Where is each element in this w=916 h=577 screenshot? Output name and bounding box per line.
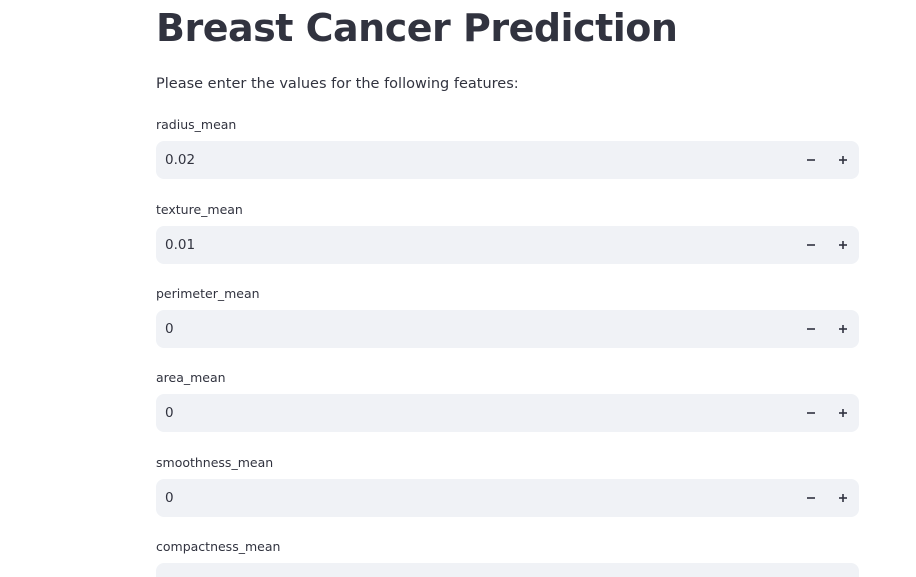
minus-icon <box>807 159 815 161</box>
field-label: smoothness_mean <box>156 455 274 470</box>
decrement-button[interactable] <box>795 141 827 179</box>
compactness-mean-input[interactable] <box>156 563 776 577</box>
increment-button[interactable] <box>827 310 859 348</box>
increment-button[interactable] <box>827 394 859 432</box>
increment-button[interactable] <box>827 141 859 179</box>
field-label: perimeter_mean <box>156 286 260 301</box>
plus-icon <box>839 325 847 333</box>
page-title: Breast Cancer Prediction <box>156 6 678 50</box>
number-input-container <box>156 394 859 432</box>
field-label: compactness_mean <box>156 539 281 554</box>
perimeter-mean-input[interactable] <box>156 310 776 348</box>
number-input-container <box>156 141 859 179</box>
field-label: area_mean <box>156 370 226 385</box>
decrement-button[interactable] <box>795 310 827 348</box>
decrement-button[interactable] <box>795 479 827 517</box>
texture-mean-input[interactable] <box>156 226 776 264</box>
decrement-button[interactable] <box>795 394 827 432</box>
decrement-button[interactable] <box>795 226 827 264</box>
smoothness-mean-input[interactable] <box>156 479 776 517</box>
plus-icon <box>839 156 847 164</box>
intro-text: Please enter the values for the followin… <box>156 76 519 92</box>
minus-icon <box>807 328 815 330</box>
plus-icon <box>839 241 847 249</box>
number-input-container <box>156 310 859 348</box>
minus-icon <box>807 412 815 414</box>
field-label: radius_mean <box>156 117 237 132</box>
number-input-container <box>156 226 859 264</box>
increment-button[interactable] <box>827 479 859 517</box>
number-input-container <box>156 479 859 517</box>
minus-icon <box>807 244 815 246</box>
field-label: texture_mean <box>156 202 243 217</box>
number-input-container <box>156 563 859 577</box>
plus-icon <box>839 494 847 502</box>
radius-mean-input[interactable] <box>156 141 776 179</box>
area-mean-input[interactable] <box>156 394 776 432</box>
minus-icon <box>807 497 815 499</box>
increment-button[interactable] <box>827 226 859 264</box>
plus-icon <box>839 409 847 417</box>
